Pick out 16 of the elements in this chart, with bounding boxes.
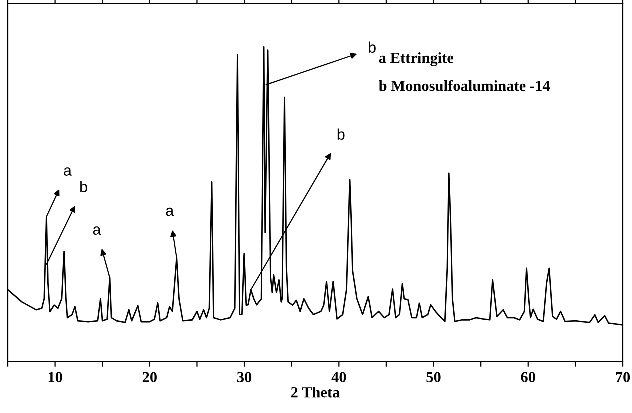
annotation: b <box>338 128 345 140</box>
annotation: b Monosulfoaluminate -14 <box>379 80 550 92</box>
x-tick-label: 30 <box>237 372 252 382</box>
x-tick-label: 60 <box>521 372 536 382</box>
x-tick-label: 50 <box>426 372 441 382</box>
x-axis-title: 2 Theta <box>291 386 340 398</box>
annotation: b <box>80 181 88 192</box>
annotation: a Ettringite <box>379 52 454 66</box>
annotation: a <box>93 226 102 236</box>
annotation: a <box>64 168 72 176</box>
x-tick-label: 10 <box>48 372 62 382</box>
annotation: b <box>369 42 376 54</box>
x-tick-label: 20 <box>142 372 157 382</box>
annotation: a <box>166 208 174 216</box>
x-tick-label: 70 <box>616 372 630 382</box>
x-tick-label: 40 <box>332 372 346 382</box>
